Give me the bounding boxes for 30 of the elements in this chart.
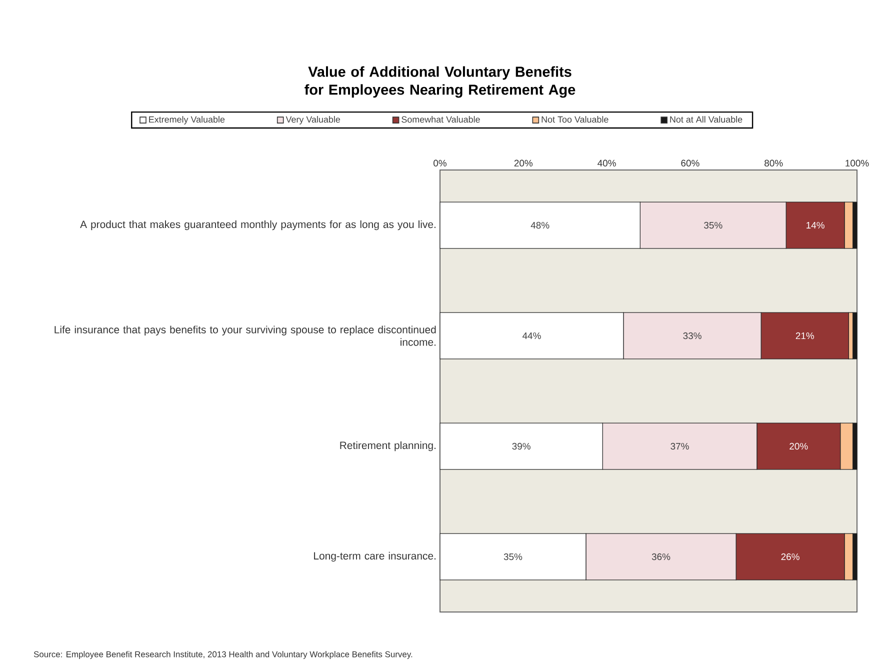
data-label: 26%	[781, 553, 800, 560]
bar	[852, 312, 858, 360]
y-tick-label: A product that makes guaranteed monthly payments for as long as you live.	[80, 220, 436, 230]
data-label: 33%	[683, 332, 702, 340]
x-tick-label: 100%	[846, 160, 869, 166]
x-tick-label: 60%	[681, 160, 700, 166]
data-label: 20%	[790, 442, 808, 450]
legend-label: Very Valuable	[286, 116, 340, 124]
legend-label: Somewhat Valuable	[402, 116, 480, 123]
data-label: 39%	[512, 442, 530, 450]
data-label: 35%	[704, 222, 722, 229]
x-tick-label: 20%	[514, 160, 533, 166]
source-note: Source: Employee Benefit Research Institute, 2013 Health and Voluntary Workplace Benefits Survey.	[34, 651, 412, 659]
legend-label: Not at All Valuable	[670, 116, 742, 123]
y-tick-label: Long-term care insurance.	[314, 552, 436, 562]
legend-label: Not Too Valuable	[542, 116, 608, 123]
legend-label: Extremely Valuable	[149, 116, 225, 124]
data-label: 14%	[806, 222, 824, 229]
data-label: 48%	[530, 222, 550, 229]
data-label: 35%	[504, 553, 522, 560]
x-tick-label: 0%	[434, 160, 446, 166]
data-label: 37%	[670, 442, 689, 450]
data-label: 21%	[796, 332, 814, 340]
x-tick-label: 40%	[598, 160, 616, 166]
y-tick-label: Life insurance that pays benefits to your surviving spouse to replace discontinued income.	[54, 326, 436, 346]
chart-title: Value of Additional Voluntary Benefits for Employees Nearing Retirement Age	[304, 66, 576, 98]
x-tick-label: 80%	[764, 160, 783, 166]
data-label: 44%	[522, 332, 541, 340]
data-label: 36%	[652, 553, 670, 560]
y-tick-label: Retirement planning.	[340, 441, 436, 452]
